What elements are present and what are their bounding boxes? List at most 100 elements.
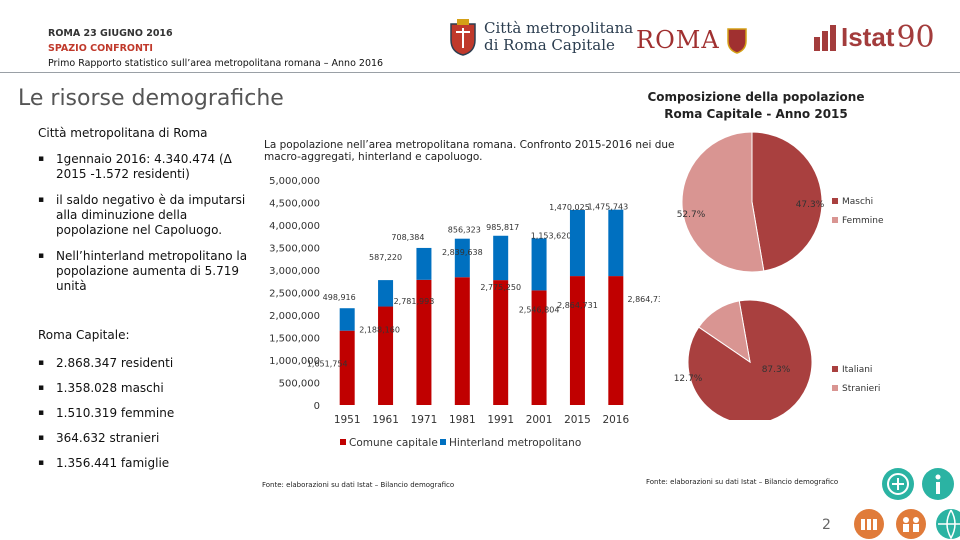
bar-hinterland-2001 bbox=[531, 238, 547, 291]
istat-mark-icon bbox=[814, 24, 836, 51]
coat-of-arms-icon bbox=[450, 19, 476, 56]
istat-anniversary: 90 bbox=[896, 20, 935, 55]
bar-comune-1961 bbox=[378, 306, 394, 405]
y-tick-label: 0 bbox=[314, 401, 320, 412]
data-label-hinterland: 856,323 bbox=[448, 226, 481, 235]
data-label-hinterland: 498,916 bbox=[323, 293, 356, 302]
roma-bullet: 2.868.347 residenti bbox=[38, 356, 248, 371]
citizenship-pie-chart: 87.3% Italiani 12.7% Stranieri bbox=[674, 300, 880, 420]
bar-hinterland-1991 bbox=[493, 235, 509, 281]
x-tick-label: 1961 bbox=[372, 414, 399, 426]
bar-comune-1991 bbox=[493, 280, 509, 405]
pie-chart-title: Composizione della popolazione Roma Capi… bbox=[636, 89, 876, 123]
x-tick-label: 1951 bbox=[334, 414, 361, 426]
data-label-comune: 2,864,731 bbox=[627, 295, 660, 304]
bar-comune-2016 bbox=[608, 276, 624, 405]
population-bar-chart: 0 500,000 1,000,000 1,500,000 2,000,000 2,500… bbox=[269, 176, 660, 449]
pie-legend-swatch bbox=[832, 198, 838, 204]
people-icon bbox=[854, 509, 884, 539]
roma-logo: ROMA bbox=[636, 26, 748, 54]
bar-comune-1971 bbox=[416, 279, 432, 405]
bar-hinterland-1951 bbox=[339, 308, 355, 331]
x-tick-label: 2015 bbox=[564, 414, 591, 426]
roma-bullet: 1.356.441 famiglie bbox=[38, 456, 248, 471]
bar-comune-1951 bbox=[339, 330, 355, 405]
pie-slice-maschi bbox=[751, 131, 823, 272]
citta-bullet: il saldo negativo è da imputarsi alla di… bbox=[38, 193, 248, 238]
pie-legend-label: Stranieri bbox=[842, 384, 880, 394]
y-tick-label: 4,500,000 bbox=[269, 199, 320, 210]
y-tick-label: 5,000,000 bbox=[269, 176, 320, 187]
family-icon bbox=[896, 509, 926, 539]
pie-legend-swatch bbox=[832, 385, 838, 391]
pie-legend-swatch bbox=[832, 217, 838, 223]
data-label-comune: 1,651,754 bbox=[307, 360, 348, 369]
x-tick-label: 1971 bbox=[411, 414, 438, 426]
roma-logo-text: ROMA bbox=[636, 26, 720, 54]
legend-swatch-comune bbox=[340, 439, 346, 445]
pie-legend-label: Italiani bbox=[842, 365, 872, 375]
citta-bullet-list: 1gennaio 2016: 4.340.474 (Δ 2015 -1.572 … bbox=[38, 152, 248, 294]
pie-chart-source: Fonte: elaborazioni su dati Istat – Bila… bbox=[646, 478, 839, 486]
citta-logo-line2: di Roma Capitale bbox=[484, 36, 615, 54]
y-tick-label: 3,000,000 bbox=[269, 266, 320, 277]
roma-capitale-heading: Roma Capitale: bbox=[38, 328, 130, 342]
bar-comune-2015 bbox=[569, 276, 585, 405]
pie-legend-label: Maschi bbox=[842, 197, 873, 207]
gender-pie-chart: 47.3% Maschi 52.7% Femmine bbox=[677, 131, 884, 273]
header-block: ROMA 23 GIUGNO 2016 SPAZIO CONFRONTI Pri… bbox=[48, 26, 383, 71]
pie-title-line2: Roma Capitale - Anno 2015 bbox=[664, 107, 848, 121]
y-tick-label: 500,000 bbox=[279, 379, 320, 390]
legend-swatch-hinterland bbox=[440, 439, 446, 445]
citta-metropolitana-logo: Città metropolitana di Roma Capitale bbox=[448, 18, 633, 56]
bar-comune-1981 bbox=[454, 277, 470, 405]
y-tick-label: 3,500,000 bbox=[269, 244, 320, 255]
data-label-hinterland: 708,384 bbox=[391, 233, 424, 242]
pie-slice-femmine bbox=[681, 131, 765, 273]
data-label-hinterland: 985,817 bbox=[486, 223, 519, 232]
page-title: Le risorse demografiche bbox=[18, 86, 284, 111]
info-icon bbox=[922, 468, 954, 500]
roma-bullet-list: 2.868.347 residenti 1.358.028 maschi 1.5… bbox=[38, 356, 248, 471]
data-label-hinterland: 1,470,025 bbox=[549, 203, 590, 212]
bar-hinterland-2016 bbox=[608, 209, 624, 277]
y-tick-label: 2,000,000 bbox=[269, 311, 320, 322]
data-label-comune: 2,546,804 bbox=[519, 305, 560, 314]
data-label-comune: 2,839,638 bbox=[442, 248, 483, 257]
data-label-comune: 2,775,250 bbox=[480, 283, 521, 292]
pie-slice-stranieri bbox=[698, 300, 751, 364]
pie-value-label: 12.7% bbox=[674, 374, 703, 384]
pie-value-label: 52.7% bbox=[677, 210, 706, 220]
bar-hinterland-1981 bbox=[454, 238, 470, 278]
legend-label-comune: Comune capitale bbox=[349, 437, 438, 449]
data-label-hinterland: 1,153,620 bbox=[531, 231, 572, 240]
pie-title-line1: Composizione della popolazione bbox=[647, 90, 865, 104]
x-tick-label: 1991 bbox=[487, 414, 514, 426]
pie-value-label: 47.3% bbox=[796, 200, 825, 210]
bar-hinterland-1971 bbox=[416, 247, 432, 280]
roma-bullet: 1.358.028 maschi bbox=[38, 381, 248, 396]
data-label-comune: 2,188,160 bbox=[359, 326, 400, 335]
roma-bullet: 364.632 stranieri bbox=[38, 431, 248, 446]
citta-heading: Città metropolitana di Roma bbox=[38, 126, 208, 140]
x-tick-label: 2016 bbox=[602, 414, 629, 426]
badge-icon bbox=[882, 468, 914, 500]
legend-label-hinterland: Hinterland metropolitano bbox=[449, 437, 581, 449]
bar-chart-source: Fonte: elaborazioni su dati Istat – Bila… bbox=[262, 481, 455, 489]
x-tick-label: 2001 bbox=[526, 414, 553, 426]
istat-logo-text: Istat bbox=[841, 22, 895, 52]
data-label-hinterland: 587,220 bbox=[369, 253, 402, 262]
citta-logo-line1: Città metropolitana bbox=[484, 19, 634, 37]
globe-icon bbox=[936, 509, 960, 540]
roma-shield-icon bbox=[726, 28, 747, 54]
pie-legend-swatch bbox=[832, 366, 838, 372]
y-tick-label: 1,500,000 bbox=[269, 334, 320, 345]
y-tick-label: 1,000,000 bbox=[269, 356, 320, 367]
bar-chart-title: La popolazione nell’area metropolitana r… bbox=[264, 139, 675, 163]
y-tick-label: 2,500,000 bbox=[269, 289, 320, 300]
pie-legend-label: Femmine bbox=[842, 216, 884, 226]
header-divider bbox=[0, 72, 960, 73]
data-label-hinterland: 1,475,743 bbox=[587, 203, 628, 212]
citta-bullet: Nell’hinterland metropolitano la popolaz… bbox=[38, 249, 248, 294]
left-text-panel: Città metropolitana di Roma 1gennaio 201… bbox=[38, 126, 248, 481]
